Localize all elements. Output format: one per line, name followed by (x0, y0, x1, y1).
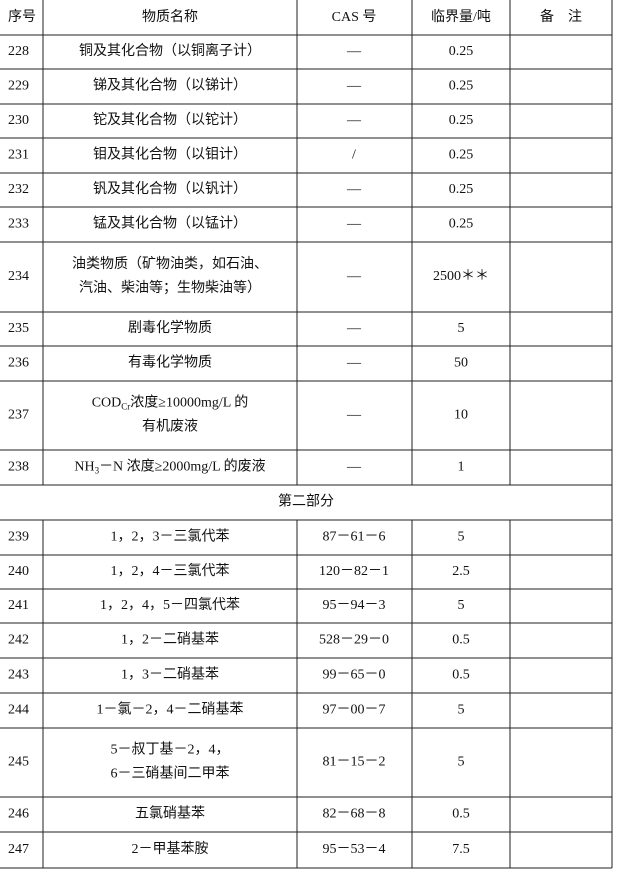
substance-name: 剧毒化学物质 (128, 320, 212, 336)
substance-name: 1，2，3－三氯代苯 (111, 528, 230, 545)
substance-name: 有机废液 (142, 419, 198, 435)
name-part: COD (92, 396, 122, 411)
threshold: 0.25 (449, 217, 474, 232)
substance-name: 1，2－二硝基苯 (121, 631, 219, 648)
substance-name: 五氯硝基苯 (135, 805, 205, 822)
threshold: 10 (454, 408, 468, 423)
row-number: 229 (8, 79, 29, 94)
cas-number: — (346, 460, 362, 475)
cas-number: 95－94－3 (323, 598, 386, 613)
row-number: 241 (8, 598, 29, 613)
substance-name: NH3－N 浓度≥2000mg/L 的废液 (74, 459, 265, 476)
cas-number: 528－29－0 (319, 633, 389, 648)
header-cell: 序号 (8, 9, 36, 25)
row-number: 245 (8, 755, 29, 770)
row-number: 240 (8, 564, 29, 579)
substance-name: 有毒化学物质 (128, 355, 212, 371)
threshold: 5 (458, 755, 465, 770)
row-number: 231 (8, 148, 29, 163)
header-cell: CAS 号 (332, 10, 377, 25)
cas-number: 120－82－1 (319, 564, 389, 579)
row-number: 233 (8, 217, 29, 232)
header-cell: 备 注 (540, 8, 582, 25)
row-number: 247 (8, 842, 29, 857)
threshold: 5 (458, 598, 465, 613)
substance-name: 汽油、柴油等；生物柴油等） (79, 279, 261, 296)
cas-number: — (346, 113, 362, 128)
substance-name: 铜及其化合物（以铜离子计） (79, 42, 261, 59)
cas-number: — (346, 217, 362, 232)
cas-number: 97－00－7 (323, 703, 386, 718)
substance-name: 锑及其化合物（以锑计） (93, 78, 247, 94)
cas-number: 82－68－8 (323, 807, 386, 822)
substance-name: 6－三硝基间二甲苯 (111, 765, 230, 782)
substance-name: 2－甲基苯胺 (132, 840, 209, 857)
row-number: 242 (8, 633, 29, 648)
cas-number: — (346, 79, 362, 94)
threshold: 7.5 (452, 842, 470, 857)
name-subscript: Cr (121, 402, 130, 412)
threshold: 0.5 (452, 668, 470, 683)
threshold: 2.5 (452, 564, 470, 579)
substance-name: 油类物质（矿物油类，如石油、 (72, 256, 268, 272)
header-cell: 物质名称 (142, 9, 198, 25)
substance-name: 钒及其化合物（以钒计） (93, 181, 247, 197)
row-number: 237 (8, 408, 29, 423)
name-part: 浓度≥10000mg/L 的 (130, 395, 248, 411)
section-title: 第二部分 (278, 493, 334, 510)
cas-number: 87－61－6 (323, 530, 386, 545)
name-part: NH (74, 460, 94, 475)
row-number: 235 (8, 321, 29, 336)
substance-name: 1－氯－2，4－二硝基苯 (97, 701, 244, 718)
threshold: 50 (454, 356, 468, 371)
substance-name: 1，2，4，5－四氯代苯 (100, 596, 240, 613)
threshold: 5 (458, 321, 465, 336)
row-number: 228 (8, 44, 29, 59)
substance-name: 1，3－二硝基苯 (121, 666, 219, 683)
row-number: 239 (8, 530, 29, 545)
substance-name: CODCr浓度≥10000mg/L 的 (92, 395, 249, 412)
threshold: 0.5 (452, 807, 470, 822)
cas-number: — (346, 182, 362, 197)
threshold: 0.5 (452, 633, 470, 648)
threshold: 0.25 (449, 79, 474, 94)
substance-name: 1，2，4－三氯代苯 (111, 562, 230, 579)
cas-number: / (352, 148, 356, 163)
row-number: 232 (8, 182, 29, 197)
threshold: 1 (458, 460, 465, 475)
threshold: 0.25 (449, 148, 474, 163)
threshold: 0.25 (449, 113, 474, 128)
name-part: －N 浓度≥2000mg/L 的废液 (99, 459, 266, 475)
substance-name: 钼及其化合物（以钼计） (93, 147, 247, 163)
substance-name: 5－叔丁基－2，4， (111, 741, 230, 758)
threshold: 5 (458, 530, 465, 545)
row-number: 243 (8, 668, 29, 683)
cas-number: 99－65－0 (323, 668, 386, 683)
row-number: 244 (8, 703, 29, 718)
cas-number: — (346, 269, 362, 284)
cas-number: — (346, 321, 362, 336)
cas-number: 81－15－2 (323, 755, 386, 770)
substance-name: 锰及其化合物（以锰计） (93, 216, 247, 232)
header-cell: 临界量/吨 (431, 9, 491, 25)
row-number: 236 (8, 356, 29, 371)
name-subscript: 3 (95, 466, 100, 476)
row-number: 246 (8, 807, 29, 822)
threshold: 5 (458, 703, 465, 718)
threshold: 2500＊＊ (433, 269, 489, 284)
row-number: 230 (8, 113, 29, 128)
threshold: 0.25 (449, 182, 474, 197)
row-number: 238 (8, 460, 29, 475)
row-number: 234 (8, 269, 29, 284)
cas-number: 95－53－4 (323, 842, 386, 857)
cas-number: — (346, 408, 362, 423)
substance-name: 铊及其化合物（以铊计） (93, 112, 247, 128)
threshold: 0.25 (449, 44, 474, 59)
cas-number: — (346, 44, 362, 59)
cas-number: — (346, 356, 362, 371)
